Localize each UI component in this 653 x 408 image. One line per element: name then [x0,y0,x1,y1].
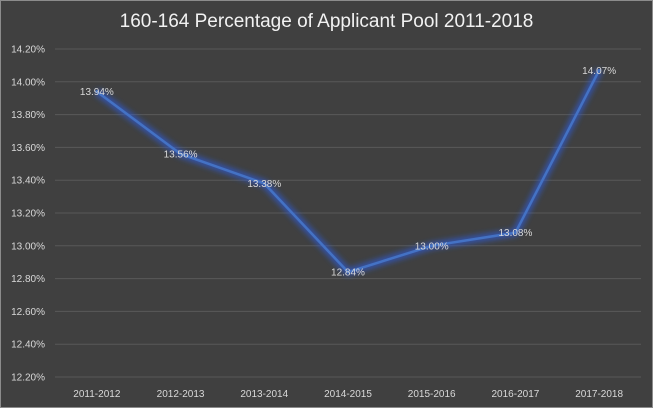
data-label: 13.56% [164,149,198,160]
x-tick-label: 2014-2015 [324,389,372,400]
x-tick-label: 2012-2013 [157,389,205,400]
data-label: 14.07% [582,66,616,77]
data-point [95,90,99,94]
series-line [96,69,601,274]
x-tick-label: 2013-2014 [240,389,288,400]
x-tick-label: 2011-2012 [73,389,121,400]
data-label: 12.84% [331,268,365,279]
data-point [262,181,266,185]
chart-title: 160-164 Percentage of Applicant Pool 201… [119,11,534,32]
data-label: 13.38% [247,179,281,190]
data-point [346,270,350,274]
x-tick-label: 2016-2017 [492,389,540,400]
data-label: 13.94% [80,87,114,98]
x-tick-label: 2017-2018 [575,389,623,400]
y-tick-label: 13.00% [11,241,45,252]
y-tick-label: 12.40% [11,340,45,351]
series-line-glow [94,68,603,276]
data-label: 13.08% [498,228,532,239]
data-point [597,68,601,72]
data-point [430,244,434,248]
y-tick-label: 13.80% [11,110,45,121]
y-tick-label: 14.20% [11,45,45,56]
y-tick-label: 13.60% [11,143,45,154]
data-point [179,152,183,156]
y-tick-label: 12.20% [11,373,45,384]
y-tick-label: 12.80% [11,274,45,285]
data-point [513,231,517,235]
data-label: 13.00% [415,241,449,252]
y-tick-label: 12.60% [11,307,45,318]
y-tick-label: 14.00% [11,77,45,88]
y-tick-label: 13.20% [11,209,45,220]
y-tick-label: 13.40% [11,176,45,187]
x-tick-label: 2015-2016 [408,389,456,400]
